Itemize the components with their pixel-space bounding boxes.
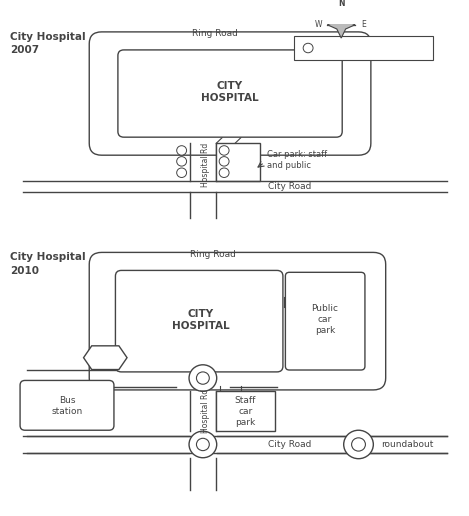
- Text: Car park: staff
and public: Car park: staff and public: [267, 150, 327, 170]
- Text: N: N: [338, 0, 344, 8]
- Circle shape: [197, 372, 209, 384]
- Text: E: E: [361, 20, 366, 29]
- Polygon shape: [327, 11, 355, 38]
- Circle shape: [219, 146, 229, 155]
- Circle shape: [344, 430, 373, 459]
- Text: Hospital Rd: Hospital Rd: [201, 389, 210, 433]
- Text: Ring Road: Ring Road: [192, 29, 238, 38]
- Polygon shape: [83, 346, 127, 369]
- FancyBboxPatch shape: [89, 252, 386, 390]
- Text: Ring Road: Ring Road: [190, 250, 236, 259]
- Circle shape: [189, 431, 217, 458]
- FancyBboxPatch shape: [20, 380, 114, 430]
- Circle shape: [219, 157, 229, 166]
- Circle shape: [177, 146, 187, 155]
- Circle shape: [177, 168, 187, 178]
- Bar: [216, 391, 274, 431]
- Text: Staff
car
park: Staff car park: [234, 396, 256, 427]
- Circle shape: [219, 168, 229, 178]
- Circle shape: [303, 43, 313, 53]
- Text: CITY
HOSPITAL: CITY HOSPITAL: [172, 309, 229, 331]
- Text: Public
car
park: Public car park: [311, 304, 339, 335]
- Bar: [216, 143, 260, 181]
- Circle shape: [352, 438, 365, 451]
- Circle shape: [177, 157, 187, 166]
- FancyBboxPatch shape: [118, 50, 342, 137]
- Text: Bus stop: Bus stop: [321, 43, 360, 53]
- Text: Bus
station: Bus station: [52, 396, 83, 415]
- FancyBboxPatch shape: [286, 272, 365, 370]
- Text: City Hospital
2007: City Hospital 2007: [10, 32, 86, 55]
- Text: roundabout: roundabout: [381, 440, 433, 449]
- Text: City Hospital
2010: City Hospital 2010: [10, 252, 86, 276]
- Text: S: S: [339, 42, 344, 51]
- Text: City Road: City Road: [268, 440, 311, 449]
- Text: City Road: City Road: [268, 182, 311, 191]
- FancyBboxPatch shape: [115, 270, 283, 372]
- Text: W: W: [315, 20, 323, 29]
- Text: CITY
HOSPITAL: CITY HOSPITAL: [201, 81, 259, 103]
- FancyBboxPatch shape: [89, 32, 371, 155]
- Circle shape: [197, 438, 209, 450]
- Circle shape: [189, 365, 217, 391]
- Text: Hospital Rd: Hospital Rd: [201, 142, 210, 187]
- Bar: [294, 36, 432, 60]
